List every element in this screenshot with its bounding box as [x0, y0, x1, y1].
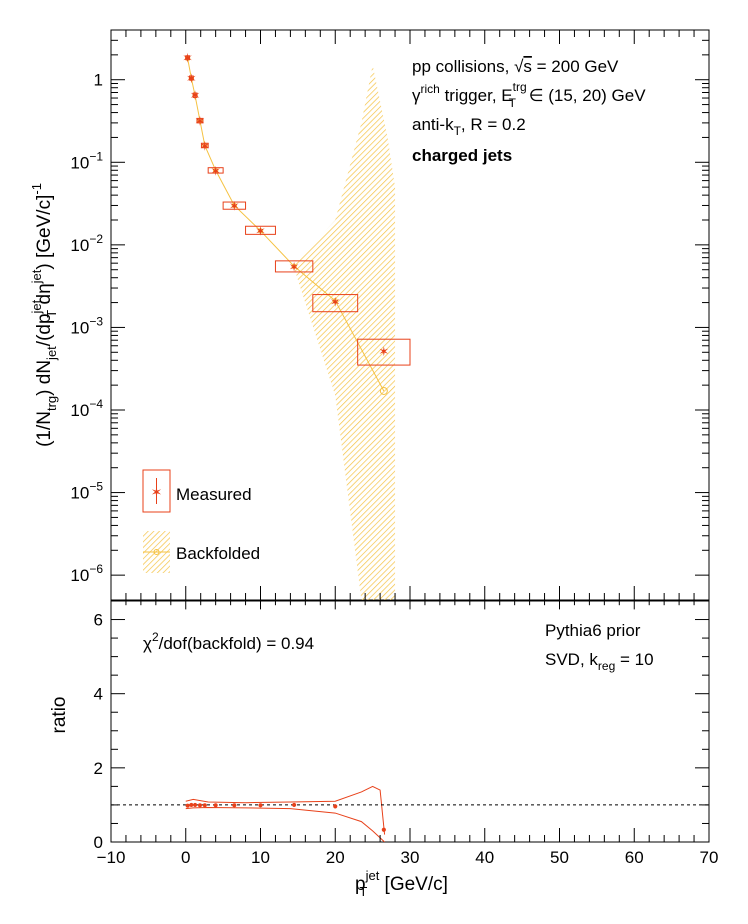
annotation-collision-system: pp collisions, √s = 200 GeV [412, 57, 619, 76]
lower-y-tick-label: 2 [94, 759, 103, 778]
measured-point: ✶ [190, 89, 201, 104]
annotation-prior: Pythia6 prior [545, 621, 641, 640]
measured-point: ✶ [182, 52, 193, 67]
backfolded-uncertainty-band [294, 65, 396, 600]
x-axis: −10 0 10 20 30 40 50 60 70 [97, 601, 719, 867]
legend-label-measured: Measured [176, 485, 252, 504]
measured-point: ✶ [255, 224, 266, 239]
measured-syst-box [357, 338, 411, 366]
backfolded-point [257, 228, 264, 234]
measured-syst-box [274, 260, 314, 273]
legend-label-backfolded: Backfolded [176, 544, 260, 563]
measured-point: ✶ [229, 199, 240, 214]
x-tick-label: 10 [251, 848, 270, 867]
measured-point: ✶ [378, 345, 389, 360]
lower-plot-marks [111, 802, 709, 832]
x-axis-label: pjet T [GeV/c] [355, 868, 448, 899]
measured-point: ✶ [210, 164, 221, 179]
backfolded-point [291, 263, 297, 269]
upper-y-tick-label: 10−6 [70, 562, 103, 585]
measured-syst-box [245, 225, 276, 235]
measured-syst-box [200, 142, 209, 149]
ratio-band-upper [185, 785, 386, 835]
measured-point: ✶ [194, 115, 205, 130]
x-tick-label: 0 [181, 848, 190, 867]
backfolded-point [231, 202, 238, 209]
measured-syst-box [196, 117, 204, 124]
lower-y-axis-label: ratio [49, 697, 70, 734]
backfolded-line [187, 58, 385, 392]
backfolded-point [332, 298, 338, 304]
ratio-point [232, 803, 237, 808]
upper-y-axis-label: (1/Ntrg) dNjet/(dpjetT dηjet) [GeV/c]-1 [29, 183, 59, 447]
upper-y-tick-label: 10−3 [70, 314, 103, 337]
upper-y-tick-label: 1 [94, 71, 103, 90]
measured-syst-box [207, 167, 224, 174]
ratio-point [185, 803, 190, 808]
ratio-point [258, 803, 263, 808]
upper-y-tick-label: 10−5 [70, 480, 103, 503]
ratio-point [213, 803, 218, 808]
ratio-point [333, 804, 338, 809]
ratio-point [197, 803, 203, 808]
upper-y-tick-label: 10−2 [70, 232, 103, 255]
upper-y-axis: 1 10−1 10−2 10−3 10−4 10−5 10−6 [70, 39, 709, 585]
ratio-band [185, 785, 386, 842]
ratio-point [202, 803, 207, 808]
ratio-band-lower [185, 807, 385, 842]
annotation-jet-algorithm: anti-kT, R = 0.2 [412, 115, 526, 138]
legend-marker-measured: ✶ [151, 485, 163, 501]
x-tick-label: −10 [97, 848, 126, 867]
lower-y-tick-label: 6 [94, 611, 103, 630]
measured-point: ✶ [186, 72, 197, 87]
ratio-point [192, 802, 198, 808]
annotation-chi2: χ2/dof(backfold) = 0.94 [143, 630, 314, 653]
measured-point: ✶ [289, 260, 300, 275]
x-tick-label: 50 [550, 848, 569, 867]
measured-point: ✶ [330, 296, 341, 311]
annotation-jet-type: charged jets [412, 146, 512, 165]
upper-y-tick-label: 10−1 [70, 149, 103, 172]
upper-x-axis-ticks [110, 30, 710, 600]
ratio-point [381, 827, 386, 832]
lower-y-tick-label: 4 [94, 685, 103, 704]
measured-syst-box [185, 55, 190, 61]
backfolded-band [294, 65, 396, 600]
legend-marker-backfolded [153, 549, 160, 555]
svg-text:(1/Ntrg) dNjet/(dpjetT dηjet): (1/Ntrg) dNjet/(dpjetT dηjet) [GeV/c]-1 [29, 183, 59, 447]
legend-entry-measured: ✶ Measured [142, 469, 252, 513]
measured-syst-box [312, 294, 359, 313]
ratio-point [189, 802, 194, 808]
upper-y-tick-label: 10−4 [70, 397, 103, 420]
upper-plot-marks: ✶✶✶✶✶✶✶✶✶✶✶ [182, 52, 411, 395]
x-tick-label: 30 [401, 848, 420, 867]
x-tick-label: 40 [475, 848, 494, 867]
measured-syst-box [222, 201, 247, 210]
lower-y-axis: 0 2 4 6 [94, 611, 709, 852]
legend: ✶ Measured Backfolded [142, 469, 260, 573]
ratio-point [292, 802, 297, 808]
x-tick-label: 20 [326, 848, 345, 867]
x-tick-label: 70 [700, 848, 719, 867]
legend-entry-backfolded: Backfolded [143, 531, 260, 573]
measured-syst-box [188, 75, 194, 81]
annotation-trigger: γrich trigger, Etrg T ∈ (15, 20) GeV [412, 80, 646, 110]
measured-syst-box [192, 92, 198, 98]
annotation-svd: SVD, kreg = 10 [545, 650, 654, 673]
lower-y-tick-label: 0 [94, 833, 103, 852]
x-tick-label: 60 [625, 848, 644, 867]
backfolded-point [379, 386, 388, 395]
measured-point: ✶ [199, 139, 210, 154]
